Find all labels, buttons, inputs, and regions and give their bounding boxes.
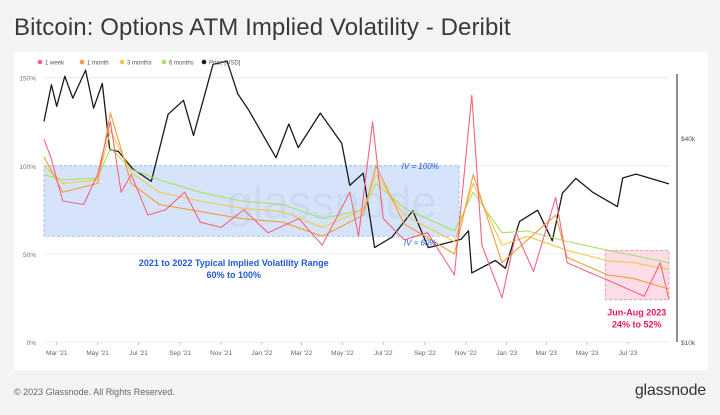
footer-copyright: © 2023 Glassnode. All Rights Reserved. [14,387,175,397]
x-tick-label: May '23 [576,350,599,357]
typical-iv-range-band [43,165,460,237]
annotations: IV = 100% IV = 60% 2021 to 2022 Typical Im… [139,162,666,330]
legend-swatch [161,59,167,65]
x-tick-label: Jul '21 [129,350,148,357]
legend-label: 1 week [45,61,65,67]
band-caption-line1: 2021 to 2022 Typical Implied Volatility … [139,258,329,268]
x-tick-label: May '22 [331,350,354,357]
recent-caption-line2: 24% to 52% [612,320,662,330]
page-title: Bitcoin: Options ATM Implied Volatility … [14,14,511,41]
legend-swatch [201,59,207,65]
y-tick-label-right: $40k [681,136,696,143]
x-tick-label: Nov '22 [455,350,477,357]
series-line-3-months [43,129,670,271]
x-tick-label: Nov '21 [210,350,232,357]
iv-100-label: IV = 100% [402,162,439,171]
legend-item: 1 month [79,59,109,67]
recent-caption-line1: Jun-Aug 2023 [607,308,666,318]
x-tick-label: May '21 [86,350,109,357]
legend-label: Price [USD] [209,61,241,67]
band-caption-line2: 60% to 100% [207,270,262,280]
y-tick-label-left: 50% [23,252,36,259]
legend: 1 week 1 month 3 months 6 months Price [USD] [37,59,241,67]
legend-swatch [79,59,85,65]
legend-label: 3 months [127,61,152,67]
series-line-1-month [43,112,670,290]
y-tick-label-left: 150% [19,76,36,83]
chart-panel: glassnode IV = 100%IV = 60%2021 to 2022 … [14,52,708,370]
x-tick-label: Jan '23 [496,350,517,357]
x-tick-label: Jul '22 [374,350,393,357]
recent-iv-range-box [604,249,670,301]
legend-item: 1 week [37,59,65,67]
x-tick-label: Jan '22 [252,350,273,357]
series-line-1-week [43,94,670,300]
x-tick-label: Sep '22 [414,350,436,357]
x-tick-label: Mar '23 [536,350,558,357]
y-tick-label-right: $10k [681,340,696,347]
x-tick-label: Mar '22 [291,350,313,357]
legend-label: 1 month [87,61,109,67]
y-tick-label-left: 0% [27,340,37,347]
y-tick-label-left: 100% [19,164,36,171]
legend-item: Price [USD] [201,59,241,67]
chart-svg: glassnode IV = 100%IV = 60%2021 to 2022 … [19,59,696,357]
legend-swatch [37,59,43,65]
footer-brand-logo: glassnode [634,382,706,399]
series-lines [43,60,670,300]
series-line-price-usd [43,60,670,274]
legend-label: 6 months [169,61,194,67]
x-tick-label: Sep '21 [169,350,191,357]
legend-item: 3 months [119,59,152,67]
x-tick-label: Mar '21 [46,350,68,357]
iv-60-label: IV = 60% [404,238,437,247]
legend-swatch [119,59,125,65]
x-tick-label: Jul '23 [619,350,638,357]
iv-band [43,165,670,301]
axes: 0% 50% 100% 150% Mar '21 May '21 Jul '21 Sep '2… [19,74,696,357]
legend-item: 6 months [161,59,194,67]
